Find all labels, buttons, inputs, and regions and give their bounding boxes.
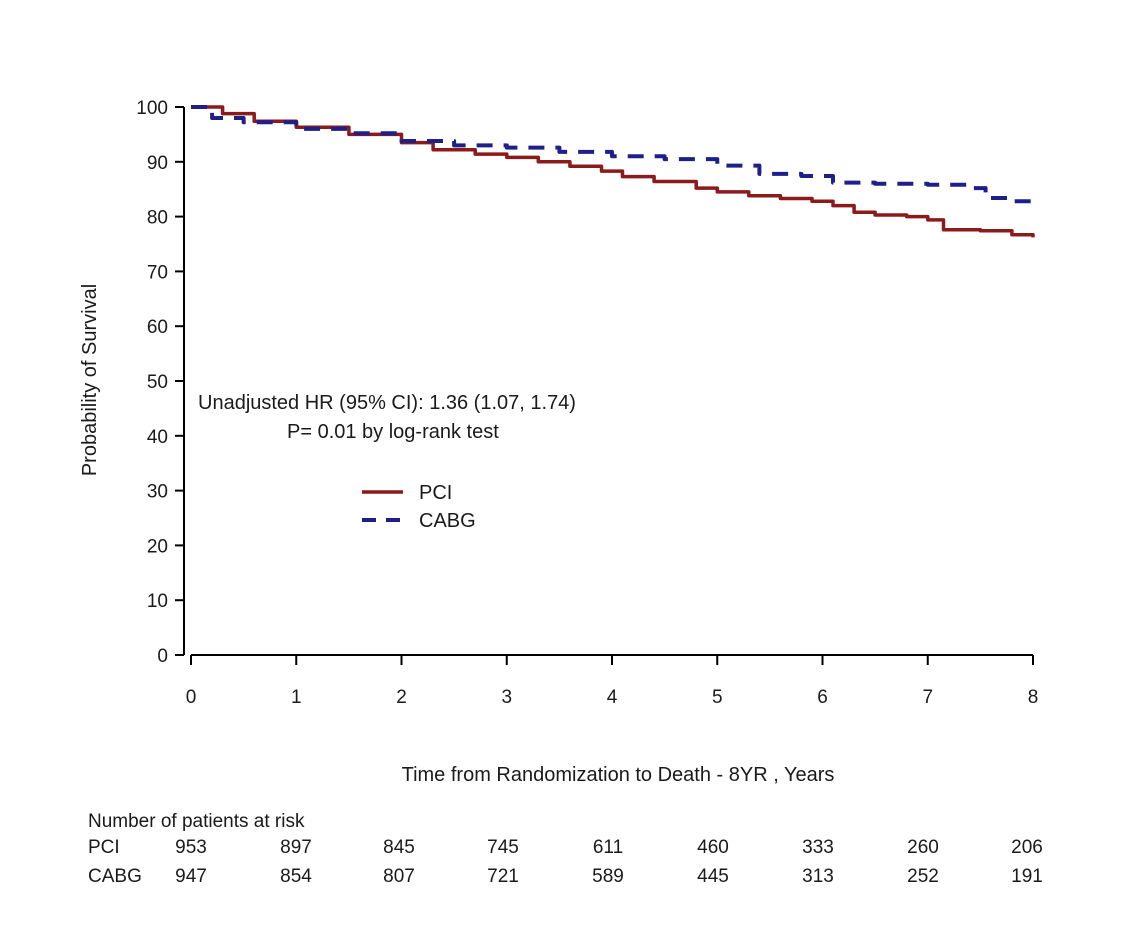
- risk-value-pci-3: 745: [487, 837, 519, 858]
- risk-value-cabg-7: 252: [907, 866, 939, 887]
- risk-value-cabg-0: 947: [175, 866, 207, 887]
- series-layer: [191, 105, 1035, 238]
- y-axis-ticks: 0 10 20 30 40 50 60 70 80 90 100: [136, 98, 184, 667]
- y-tick-label-20: 20: [147, 536, 168, 557]
- series-line-pci: [191, 105, 1035, 238]
- x-tick-label-1: 1: [291, 687, 302, 708]
- series-line-cabg: [191, 105, 1035, 206]
- risk-table-title: Number of patients at risk: [88, 811, 305, 832]
- x-tick-label-2: 2: [396, 687, 407, 708]
- y-tick-label-60: 60: [147, 317, 168, 338]
- y-tick-label-10: 10: [147, 591, 168, 612]
- risk-value-cabg-1: 854: [280, 866, 312, 887]
- p-value-annotation: P= 0.01 by log-rank test: [287, 421, 499, 443]
- y-tick-label-80: 80: [147, 208, 168, 229]
- risk-value-pci-2: 845: [383, 837, 415, 858]
- risk-value-cabg-8: 191: [1011, 866, 1043, 887]
- risk-value-cabg-5: 445: [697, 866, 729, 887]
- x-tick-label-4: 4: [607, 687, 618, 708]
- risk-value-pci-1: 897: [280, 837, 312, 858]
- y-tick-label-0: 0: [157, 646, 168, 667]
- risk-table-values: 953 897 845 745 611 460 333 260 206 947 854 807 721 5…: [175, 837, 1043, 887]
- risk-row-label-pci: PCI: [88, 837, 120, 858]
- risk-table: Number of patients at risk PCI CABG 953 8…: [88, 811, 1043, 887]
- y-tick-label-40: 40: [147, 427, 168, 448]
- hazard-ratio-annotation: Unadjusted HR (95% CI): 1.36 (1.07, 1.74…: [198, 392, 576, 414]
- risk-value-cabg-4: 589: [592, 866, 624, 887]
- y-tick-label-100: 100: [136, 98, 168, 119]
- y-axis-title: Probability of Survival: [79, 284, 101, 476]
- risk-value-pci-4: 611: [593, 837, 623, 858]
- risk-value-pci-5: 460: [697, 837, 729, 858]
- risk-value-pci-8: 206: [1011, 837, 1043, 858]
- risk-value-pci-7: 260: [907, 837, 939, 858]
- x-axis-title: Time from Randomization to Death - 8YR ,…: [402, 764, 835, 786]
- y-tick-label-30: 30: [147, 482, 168, 503]
- x-tick-label-5: 5: [712, 687, 723, 708]
- legend: PCI CABG: [362, 482, 476, 532]
- risk-row-label-cabg: CABG: [88, 866, 142, 887]
- risk-value-cabg-6: 313: [802, 866, 834, 887]
- risk-value-cabg-3: 721: [487, 866, 519, 887]
- risk-value-pci-6: 333: [802, 837, 834, 858]
- y-tick-label-70: 70: [147, 262, 168, 283]
- legend-label-cabg: CABG: [419, 510, 476, 532]
- y-tick-label-50: 50: [147, 372, 168, 393]
- x-tick-label-6: 6: [817, 687, 828, 708]
- x-tick-label-7: 7: [922, 687, 933, 708]
- x-tick-label-0: 0: [186, 687, 197, 708]
- risk-value-pci-0: 953: [175, 837, 207, 858]
- x-axis-ticks: 0 1 2 3 4 5 6 7 8: [186, 655, 1039, 708]
- risk-value-cabg-2: 807: [383, 866, 415, 887]
- x-tick-label-8: 8: [1028, 687, 1039, 708]
- x-tick-label-3: 3: [501, 687, 512, 708]
- y-tick-label-90: 90: [147, 153, 168, 174]
- legend-label-pci: PCI: [419, 482, 452, 504]
